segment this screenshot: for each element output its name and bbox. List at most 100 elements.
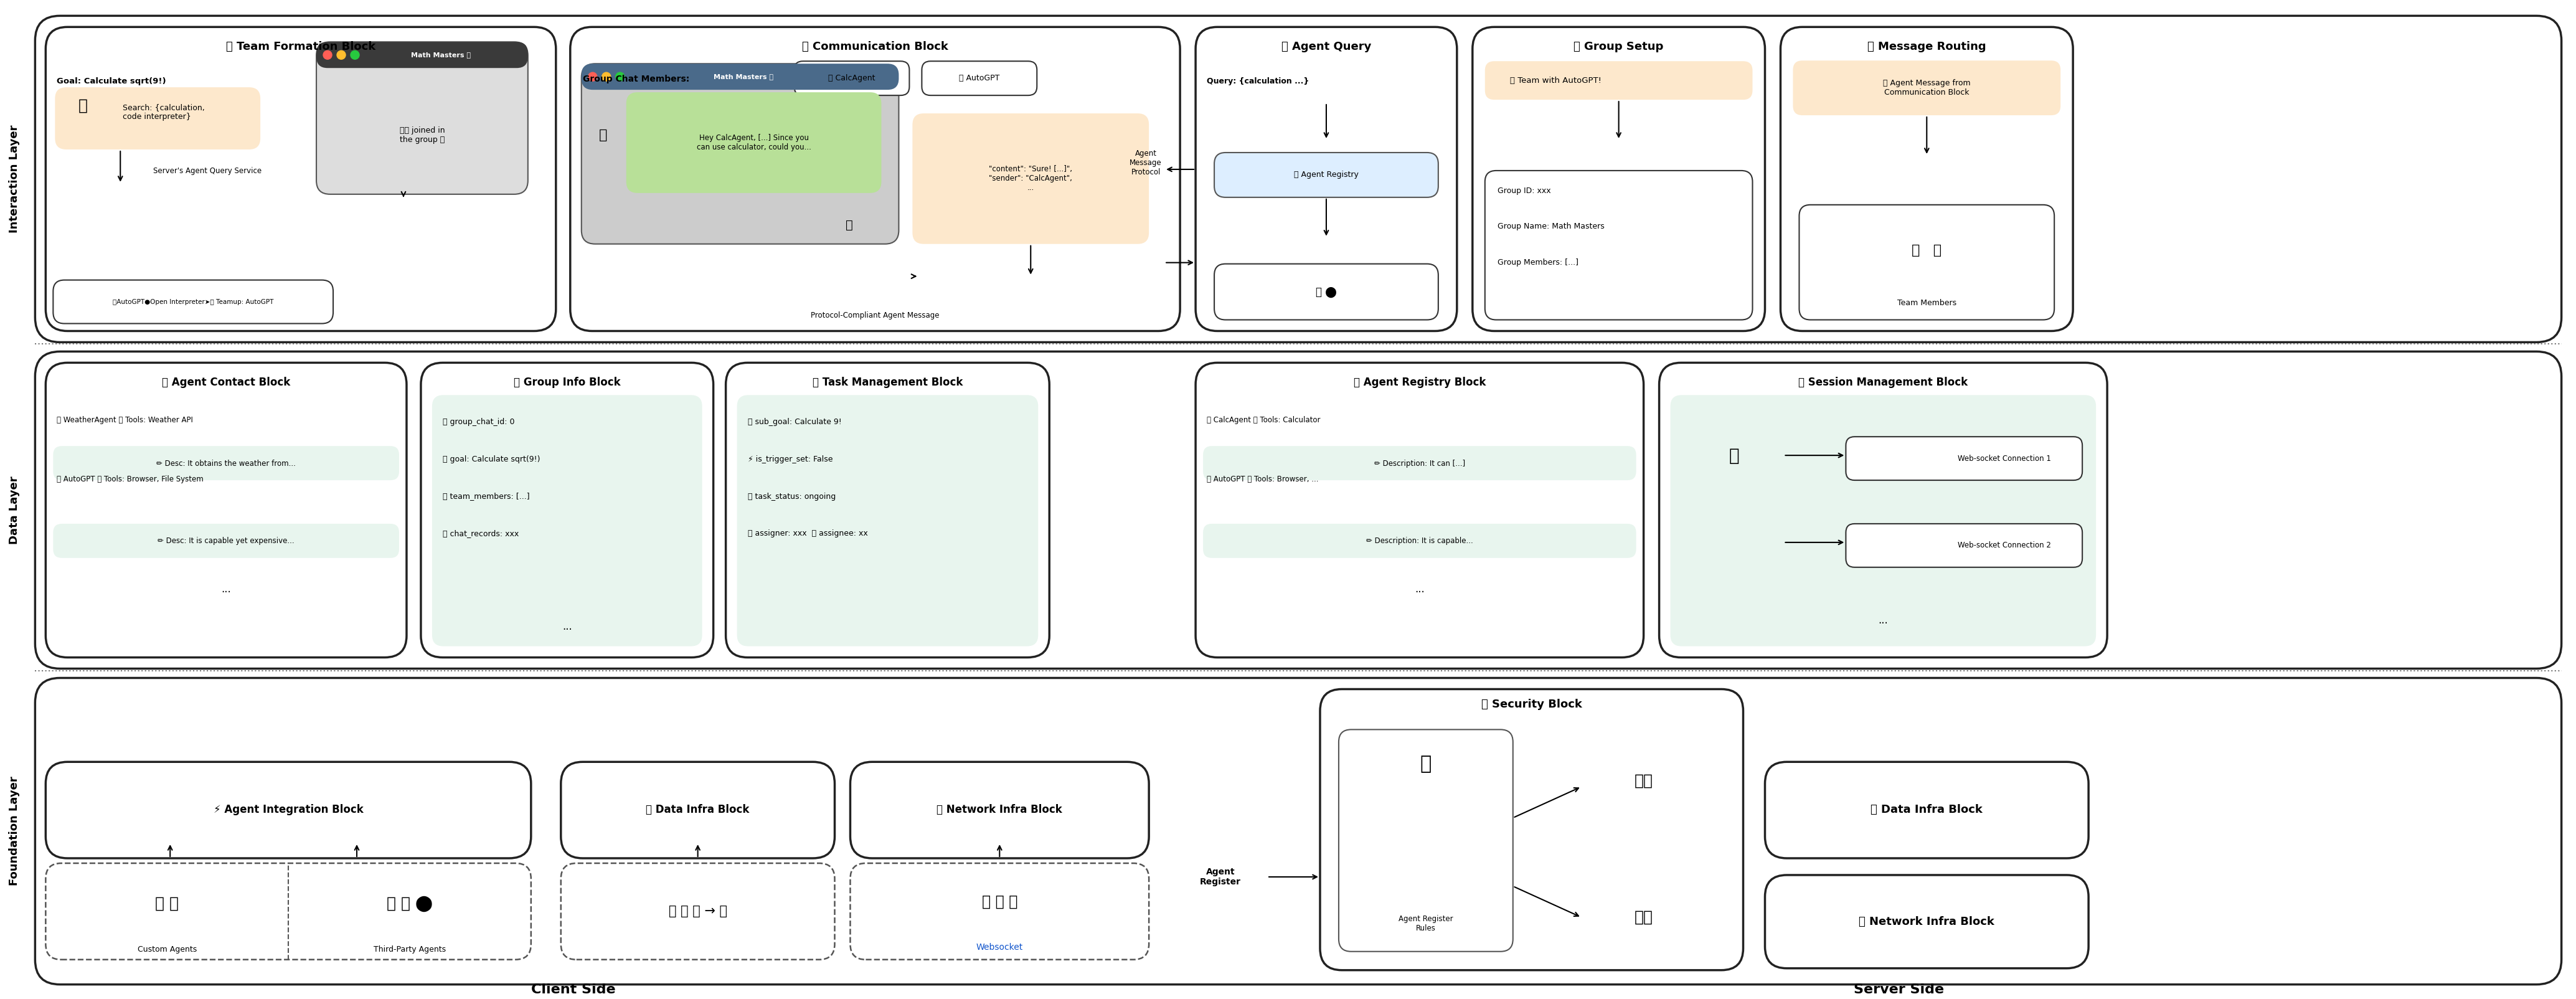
Text: 🤖🦑 joined in
the group 🎉: 🤖🦑 joined in the group 🎉 (399, 127, 446, 144)
FancyBboxPatch shape (1847, 437, 2081, 481)
FancyBboxPatch shape (46, 27, 556, 331)
Text: Server's Agent Query Service: Server's Agent Query Service (152, 167, 263, 175)
FancyBboxPatch shape (912, 114, 1149, 244)
FancyBboxPatch shape (1659, 363, 2107, 657)
FancyBboxPatch shape (1484, 61, 1752, 100)
Text: ✏️ Desc: It is capable yet expensive...: ✏️ Desc: It is capable yet expensive... (157, 537, 294, 545)
Text: 👤 assigner: xxx  📌 assignee: xx: 👤 assigner: xxx 📌 assignee: xx (747, 529, 868, 537)
Text: ...: ... (1414, 583, 1425, 594)
FancyBboxPatch shape (54, 446, 399, 481)
Text: 📋 Task Management Block: 📋 Task Management Block (811, 377, 963, 389)
FancyBboxPatch shape (1798, 205, 2053, 320)
FancyBboxPatch shape (1203, 523, 1636, 558)
FancyBboxPatch shape (36, 352, 2561, 668)
Text: Custom Agents: Custom Agents (137, 946, 196, 954)
Text: 🤖 CalcAgent: 🤖 CalcAgent (827, 74, 876, 82)
Text: 🤖✅: 🤖✅ (1633, 910, 1654, 925)
Text: 🤖   🦑: 🤖 🦑 (1911, 244, 1942, 257)
Circle shape (322, 51, 332, 59)
Text: Math Masters 🎓: Math Masters 🎓 (714, 74, 773, 80)
FancyBboxPatch shape (1195, 27, 1458, 331)
Text: 🎯 goal: Calculate sqrt(9!): 🎯 goal: Calculate sqrt(9!) (443, 455, 541, 464)
Circle shape (337, 51, 345, 59)
FancyBboxPatch shape (46, 762, 531, 858)
Circle shape (603, 72, 611, 81)
Circle shape (350, 51, 358, 59)
Text: Search: {calculation,
code interpreter}: Search: {calculation, code interpreter} (124, 104, 206, 121)
Text: Group ID: xxx: Group ID: xxx (1497, 187, 1551, 195)
Text: Team Members: Team Members (1896, 299, 1955, 307)
Text: Third-Party Agents: Third-Party Agents (374, 946, 446, 954)
Text: 🎯 sub_goal: Calculate 9!: 🎯 sub_goal: Calculate 9! (747, 418, 842, 426)
FancyBboxPatch shape (317, 42, 528, 68)
FancyBboxPatch shape (850, 863, 1149, 960)
Text: 👫 Group Setup: 👫 Group Setup (1574, 41, 1664, 53)
FancyBboxPatch shape (54, 523, 399, 558)
FancyBboxPatch shape (1213, 264, 1437, 320)
FancyBboxPatch shape (1213, 153, 1437, 198)
FancyBboxPatch shape (569, 27, 1180, 331)
Text: 🔒 Security Block: 🔒 Security Block (1481, 699, 1582, 710)
Text: 🗄️ Agent Registry: 🗄️ Agent Registry (1293, 171, 1358, 179)
Text: 👥 team_members: [...]: 👥 team_members: [...] (443, 493, 531, 500)
Text: 🤖 CalcAgent 🔧 Tools: Calculator: 🤖 CalcAgent 🔧 Tools: Calculator (1206, 416, 1321, 424)
Text: ✏️ Desc: It obtains the weather from...: ✏️ Desc: It obtains the weather from... (157, 460, 296, 468)
Text: 👥 Agent Contact Block: 👥 Agent Contact Block (162, 377, 291, 389)
Text: 🤖 ⬤: 🤖 ⬤ (1316, 287, 1337, 298)
FancyBboxPatch shape (1765, 762, 2089, 858)
Text: Agent
Message
Protocol: Agent Message Protocol (1131, 150, 1162, 177)
Text: 🤖 WeatherAgent 🔧 Tools: Weather API: 🤖 WeatherAgent 🔧 Tools: Weather API (57, 416, 193, 424)
FancyBboxPatch shape (1484, 171, 1752, 320)
Text: ...: ... (1878, 614, 1888, 625)
Text: ✏️ Description: It can [...]: ✏️ Description: It can [...] (1373, 460, 1466, 468)
Text: 🤖: 🤖 (77, 99, 88, 114)
Text: 🔄 Session Management Block: 🔄 Session Management Block (1798, 377, 1968, 389)
Text: 🤖 Team with AutoGPT!: 🤖 Team with AutoGPT! (1510, 76, 1602, 85)
Text: 📬 Agent Message from
Communication Block: 📬 Agent Message from Communication Block (1883, 79, 1971, 97)
FancyBboxPatch shape (1793, 61, 2061, 115)
Text: Server Side: Server Side (1855, 983, 1945, 996)
Text: Math Masters 🎓: Math Masters 🎓 (412, 52, 471, 58)
Text: ⚡ Agent Integration Block: ⚡ Agent Integration Block (214, 804, 363, 815)
FancyBboxPatch shape (737, 395, 1038, 646)
FancyBboxPatch shape (922, 61, 1038, 95)
Text: Goal: Calculate sqrt(9!): Goal: Calculate sqrt(9!) (57, 77, 167, 85)
Text: Agent
Register: Agent Register (1200, 867, 1242, 886)
Text: ⚡ is_trigger_set: False: ⚡ is_trigger_set: False (747, 455, 832, 464)
Text: 🆔 group_chat_id: 0: 🆔 group_chat_id: 0 (443, 418, 515, 426)
Text: 📦 Agent Registry Block: 📦 Agent Registry Block (1352, 377, 1486, 389)
FancyBboxPatch shape (850, 762, 1149, 858)
FancyBboxPatch shape (420, 363, 714, 657)
Text: 🤖❌: 🤖❌ (1633, 773, 1654, 788)
FancyBboxPatch shape (1319, 689, 1744, 970)
FancyBboxPatch shape (1195, 363, 1643, 657)
FancyBboxPatch shape (1780, 27, 2074, 331)
FancyBboxPatch shape (46, 863, 531, 960)
Text: 📁 Data Infra Block: 📁 Data Infra Block (647, 804, 750, 815)
Text: 🤖 🤖: 🤖 🤖 (155, 896, 178, 911)
Text: 🤖 AutoGPT 🔧 Tools: Browser, ...: 🤖 AutoGPT 🔧 Tools: Browser, ... (1206, 475, 1319, 484)
FancyBboxPatch shape (1340, 729, 1512, 951)
Text: 🤖: 🤖 (845, 220, 853, 231)
FancyBboxPatch shape (726, 363, 1048, 657)
FancyBboxPatch shape (1669, 395, 2097, 646)
Text: "content": "Sure! [...]",
"sender": "CalcAgent",
...: "content": "Sure! [...]", "sender": "Cal… (989, 165, 1072, 192)
Text: 📶 Network Infra Block: 📶 Network Infra Block (1860, 916, 1994, 927)
Text: 📡 🌐 🌐: 📡 🌐 🌐 (981, 894, 1018, 909)
Text: 🦑 AutoGPT: 🦑 AutoGPT (958, 74, 999, 82)
Text: Web-socket Connection 2: Web-socket Connection 2 (1958, 541, 2050, 549)
Text: 💬 Group Info Block: 💬 Group Info Block (513, 377, 621, 389)
Text: Query: {calculation ...}: Query: {calculation ...} (1206, 77, 1309, 85)
Text: 📞 Communication Block: 📞 Communication Block (801, 41, 948, 53)
FancyBboxPatch shape (317, 42, 528, 194)
Text: 🔍 Agent Query: 🔍 Agent Query (1280, 41, 1370, 53)
FancyBboxPatch shape (582, 64, 899, 244)
Text: 🪵 chat_records: xxx: 🪵 chat_records: xxx (443, 529, 518, 537)
Text: 🌀 🦑 ⬤: 🌀 🦑 ⬤ (386, 896, 433, 911)
Text: 🤖 AutoGPT 🔧 Tools: Browser, File System: 🤖 AutoGPT 🔧 Tools: Browser, File System (57, 475, 204, 484)
Text: Group Members: [...]: Group Members: [...] (1497, 259, 1579, 267)
Text: Interaction Layer: Interaction Layer (8, 125, 21, 233)
FancyBboxPatch shape (433, 395, 703, 646)
FancyBboxPatch shape (36, 16, 2561, 343)
Text: 📋: 📋 (1419, 754, 1432, 773)
